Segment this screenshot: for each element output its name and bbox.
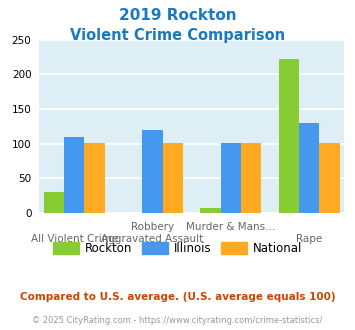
Text: Robbery: Robbery (131, 222, 174, 232)
Text: Aggravated Assault: Aggravated Assault (102, 234, 204, 244)
Text: Murder & Mans...: Murder & Mans... (186, 222, 275, 232)
Text: Compared to U.S. average. (U.S. average equals 100): Compared to U.S. average. (U.S. average … (20, 292, 335, 302)
Text: © 2025 CityRating.com - https://www.cityrating.com/crime-statistics/: © 2025 CityRating.com - https://www.city… (32, 316, 323, 325)
Bar (319, 143, 340, 213)
Bar (163, 143, 183, 213)
Text: Rape: Rape (296, 234, 322, 244)
Legend: Rockton, Illinois, National: Rockton, Illinois, National (49, 238, 306, 258)
Bar (279, 59, 299, 213)
Bar (44, 192, 64, 213)
Bar (299, 123, 319, 213)
Text: Violent Crime Comparison: Violent Crime Comparison (70, 28, 285, 43)
Bar (84, 143, 105, 213)
Bar (241, 143, 261, 213)
Text: 2019 Rockton: 2019 Rockton (119, 8, 236, 23)
Bar (200, 208, 221, 213)
Bar (64, 137, 84, 213)
Bar (221, 143, 241, 213)
Bar (142, 130, 163, 213)
Text: All Violent Crime: All Violent Crime (31, 234, 118, 244)
